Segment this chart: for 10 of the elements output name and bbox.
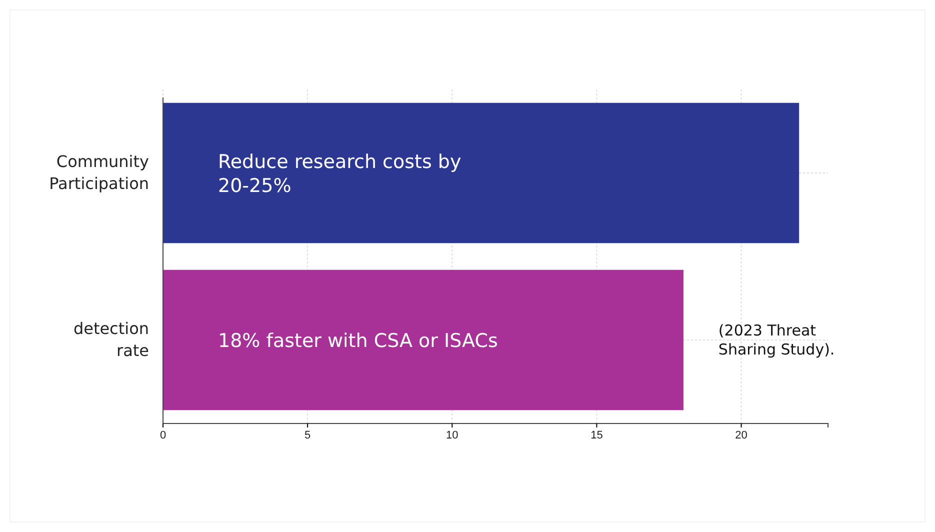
y-tick-label: detection rate [73,319,149,360]
y-tick-label: Community Participation [49,152,149,193]
annotation: Reduce research costs by 20-25% [218,151,462,197]
x-tick-label: 5 [304,429,311,442]
x-tick-label: 20 [735,429,748,442]
annotation: (2023 Threat Sharing Study). [718,322,835,358]
annotation: 18% faster with CSA or ISACs [218,330,498,352]
x-tick-label: 0 [160,429,166,442]
x-tick-label: 15 [590,429,603,442]
x-tick-label: 10 [446,429,458,442]
